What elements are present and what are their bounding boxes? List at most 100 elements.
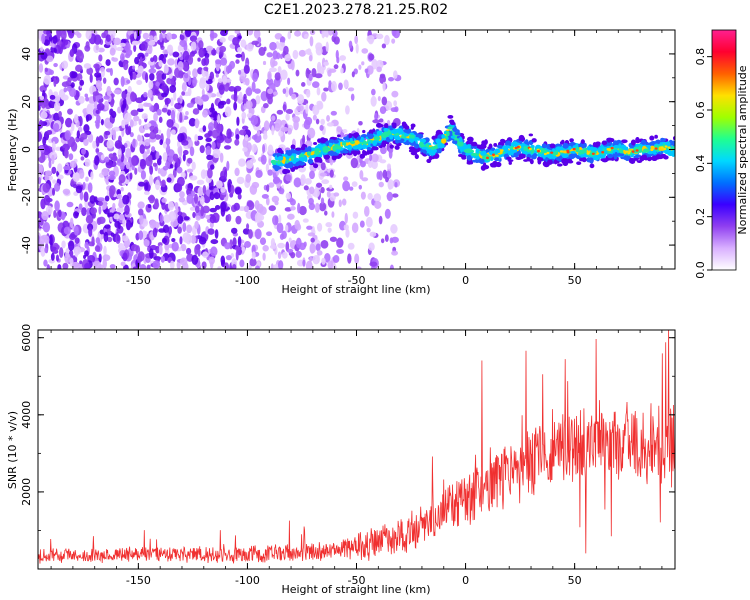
noise-blob <box>314 202 320 213</box>
noise-blob <box>182 153 186 162</box>
noise-blob <box>319 202 327 212</box>
noise-blob <box>315 46 323 56</box>
noise-blob <box>66 201 74 208</box>
ridge-blob <box>374 141 378 145</box>
colorbar-tick-label: 0.8 <box>694 48 707 66</box>
noise-blob <box>63 226 71 235</box>
ridge-blob <box>426 158 432 163</box>
y-tick-label: 20 <box>20 95 33 109</box>
noise-blob <box>244 134 249 141</box>
noise-blob <box>215 123 222 134</box>
noise-blob <box>107 236 113 243</box>
noise-blob <box>302 218 309 223</box>
noise-blob <box>53 77 57 88</box>
noise-blob <box>157 129 162 134</box>
noise-blob <box>307 232 316 237</box>
ridge-blob <box>350 140 356 145</box>
colorbar-tick-label: 0.0 <box>694 261 707 279</box>
noise-blob <box>142 32 150 40</box>
ridge-blob <box>493 142 498 147</box>
ridge-blob <box>561 153 568 159</box>
noise-blob <box>149 131 157 140</box>
noise-blob <box>265 197 270 206</box>
noise-blob <box>258 46 266 56</box>
noise-blob <box>116 207 124 213</box>
ridge-blob <box>466 140 470 145</box>
noise-blob <box>302 259 306 267</box>
noise-blob <box>191 50 197 55</box>
noise-blob <box>305 260 313 269</box>
noise-blob <box>187 87 192 97</box>
noise-blob <box>113 37 122 46</box>
noise-blob <box>329 236 338 242</box>
ridge-blob <box>568 153 576 160</box>
noise-blob <box>198 40 204 50</box>
noise-blob <box>366 35 375 43</box>
noise-blob <box>133 31 137 40</box>
noise-blob <box>133 115 140 122</box>
noise-blob <box>41 234 49 240</box>
noise-blob <box>232 237 237 248</box>
noise-blob <box>237 236 242 247</box>
noise-blob <box>277 242 286 249</box>
noise-blob <box>347 253 352 264</box>
noise-blob <box>370 95 377 107</box>
noise-blob <box>371 153 379 163</box>
noise-blob <box>219 45 227 53</box>
noise-blob <box>278 214 282 224</box>
noise-blob <box>287 77 291 86</box>
noise-blob <box>62 188 71 195</box>
snr-marks <box>38 330 675 564</box>
noise-blob <box>202 251 209 259</box>
noise-blob <box>238 129 247 136</box>
noise-blob <box>105 121 113 129</box>
noise-blob <box>195 244 201 251</box>
noise-blob <box>234 138 240 146</box>
noise-blob <box>207 168 213 179</box>
noise-blob <box>104 130 111 136</box>
noise-blob <box>72 183 77 189</box>
noise-blob <box>261 193 269 199</box>
noise-blob <box>272 215 279 226</box>
noise-blob <box>50 252 55 261</box>
noise-blob <box>384 208 391 219</box>
noise-blob <box>223 169 228 180</box>
noise-blob <box>192 108 200 115</box>
ridge-blob <box>290 155 295 161</box>
noise-blob <box>134 167 138 175</box>
noise-blob <box>121 119 126 129</box>
snr-series-line <box>38 330 675 564</box>
noise-blob <box>63 165 71 171</box>
noise-blob <box>371 58 378 70</box>
noise-blob <box>167 58 175 66</box>
noise-blob <box>281 251 288 259</box>
noise-blob <box>182 149 189 156</box>
noise-blob <box>358 64 362 70</box>
noise-blob <box>255 265 260 269</box>
noise-blob <box>285 108 294 114</box>
noise-blob <box>277 260 284 269</box>
noise-blob <box>331 80 337 92</box>
noise-blob <box>320 186 325 194</box>
noise-blob <box>202 184 207 195</box>
ridge-blob <box>313 141 318 146</box>
noise-blob <box>214 205 221 210</box>
noise-blob <box>116 46 124 52</box>
noise-blob <box>130 91 136 102</box>
ridge-blob <box>325 141 330 147</box>
noise-blob <box>251 134 258 140</box>
noise-blob <box>39 164 44 174</box>
ridge-blob <box>401 121 407 126</box>
ridge-blob <box>417 133 424 139</box>
noise-blob <box>65 117 73 128</box>
noise-blob <box>179 178 185 185</box>
noise-blob <box>209 207 217 213</box>
noise-blob <box>117 243 125 250</box>
noise-blob <box>144 72 149 84</box>
noise-blob <box>211 49 217 56</box>
ridge-blob <box>613 144 620 149</box>
noise-blob <box>120 261 126 267</box>
noise-blob <box>253 30 261 39</box>
noise-blob <box>278 130 284 137</box>
noise-blob <box>126 219 132 231</box>
